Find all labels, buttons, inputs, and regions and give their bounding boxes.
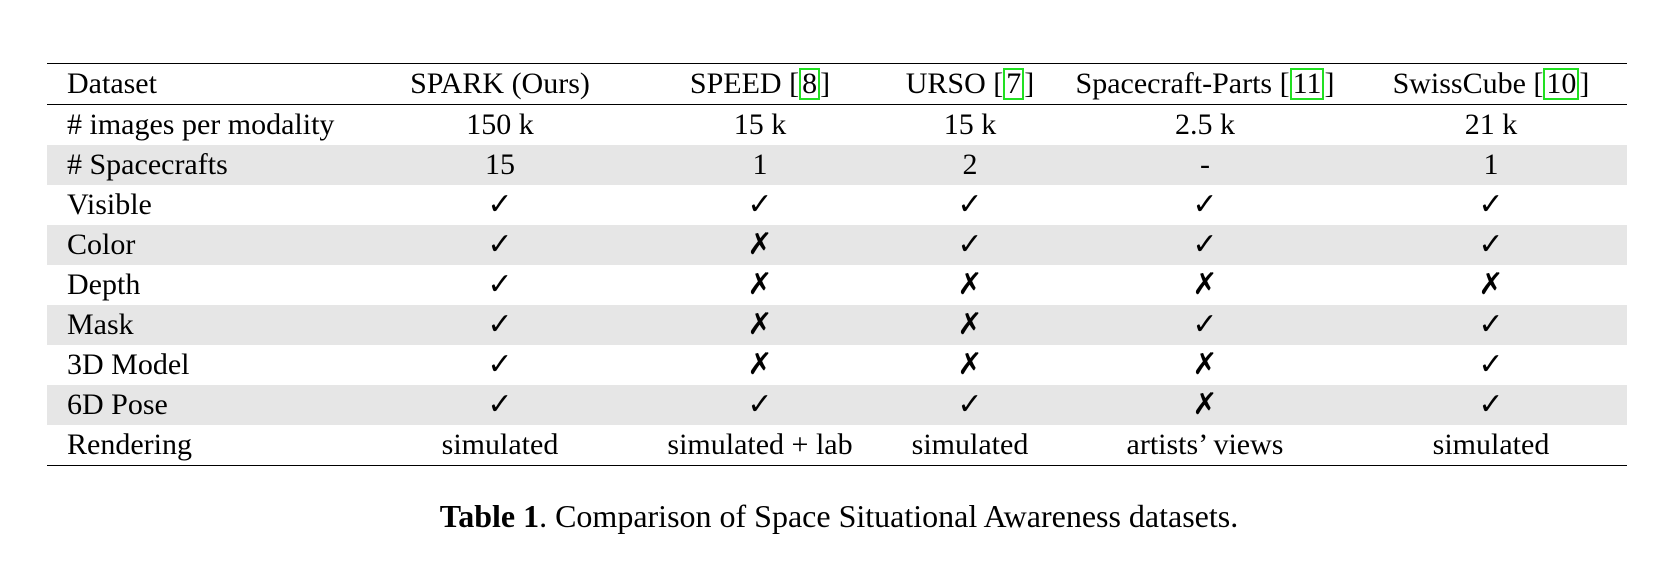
cross-mark-icon: ✗	[635, 225, 885, 265]
row-label: Depth	[67, 268, 141, 301]
column-header-text: SwissCube [	[1392, 67, 1544, 100]
check-mark-icon: ✓	[1192, 187, 1218, 222]
column-header-text: Dataset	[67, 67, 157, 100]
table-cell: 21 k	[1464, 108, 1518, 141]
cross-mark-icon: ✗	[885, 305, 1055, 345]
check-mark-icon: ✓	[747, 187, 773, 222]
table-cell: -	[1055, 145, 1355, 185]
table-cell: 15 k	[733, 108, 787, 141]
column-header: SPEED [8]	[635, 63, 885, 105]
column-header: Dataset	[47, 63, 365, 105]
cross-mark-icon: ✗	[957, 347, 983, 382]
table-body: # images per modality 150 k 15 k 15 k 2.5 k 2…	[47, 105, 1627, 466]
check-mark-icon: ✓	[635, 385, 885, 425]
cross-mark-icon: ✗	[1192, 267, 1218, 302]
column-header: URSO [7]	[885, 63, 1055, 105]
check-mark-icon: ✓	[1355, 385, 1627, 425]
check-mark-icon: ✓	[1478, 347, 1504, 382]
row-label: Mask	[47, 305, 365, 345]
row-label: 6D Pose	[47, 385, 365, 425]
cross-mark-icon: ✗	[747, 347, 773, 382]
cross-mark-icon: ✗	[1192, 347, 1218, 382]
check-mark-icon: ✓	[365, 385, 635, 425]
check-mark-icon: ✓	[1055, 305, 1355, 345]
cross-mark-icon: ✗	[747, 267, 773, 302]
table-caption: Table 1. Comparison of Space Situational…	[0, 498, 1678, 535]
row-label: # Spacecrafts	[47, 145, 365, 185]
table-row: Color ✓ ✗ ✓ ✓ ✓	[47, 225, 1627, 265]
cross-mark-icon: ✗	[1055, 385, 1355, 425]
citation-bracket: ]	[820, 67, 831, 100]
table-header-row: Dataset SPARK (Ours) SPEED [8] URSO [7] Spac…	[47, 63, 1627, 105]
cross-mark-icon: ✗	[957, 267, 983, 302]
column-header-text: SPARK (Ours)	[410, 67, 590, 100]
column-header-text: URSO [	[905, 67, 1004, 100]
column-header: Spacecraft-Parts [11]	[1055, 63, 1355, 105]
citation-bracket: ]	[1324, 67, 1335, 100]
table-row: Rendering simulated simulated + lab simulat…	[47, 425, 1627, 466]
table-row: Visible ✓ ✓ ✓ ✓ ✓	[47, 185, 1627, 225]
check-mark-icon: ✓	[885, 385, 1055, 425]
citation-link[interactable]: 11	[1289, 68, 1325, 100]
table-row: Mask ✓ ✗ ✗ ✓ ✓	[47, 305, 1627, 345]
check-mark-icon: ✓	[487, 267, 513, 302]
table-row: 6D Pose ✓ ✓ ✓ ✗ ✓	[47, 385, 1627, 425]
table-cell: simulated	[911, 428, 1029, 461]
table-cell: 15 k	[943, 108, 997, 141]
table-cell: 1	[635, 145, 885, 185]
citation-link[interactable]: 10	[1543, 68, 1580, 100]
check-mark-icon: ✓	[1478, 187, 1504, 222]
check-mark-icon: ✓	[1055, 225, 1355, 265]
caption-label: Table 1	[439, 498, 540, 534]
table-row: Depth ✓ ✗ ✗ ✗ ✗	[47, 265, 1627, 305]
column-header: SwissCube [10]	[1355, 63, 1627, 105]
table-row: # images per modality 150 k 15 k 15 k 2.5 k 2…	[47, 105, 1627, 146]
comparison-table: Dataset SPARK (Ours) SPEED [8] URSO [7] Spac…	[47, 63, 1627, 466]
citation-link[interactable]: 7	[1003, 68, 1025, 100]
table-cell: simulated + lab	[667, 428, 853, 461]
column-header-text: Spacecraft-Parts [	[1075, 67, 1290, 100]
row-label: Rendering	[67, 428, 192, 461]
table-cell: 2	[885, 145, 1055, 185]
citation-bracket: ]	[1024, 67, 1035, 100]
table-cell: 2.5 k	[1175, 108, 1235, 141]
check-mark-icon: ✓	[365, 305, 635, 345]
check-mark-icon: ✓	[365, 225, 635, 265]
row-label: Visible	[67, 188, 152, 221]
row-label: 3D Model	[67, 348, 190, 381]
table-cell: simulated	[441, 428, 559, 461]
check-mark-icon: ✓	[885, 225, 1055, 265]
check-mark-icon: ✓	[1355, 305, 1627, 345]
check-mark-icon: ✓	[957, 187, 983, 222]
column-header-text: SPEED [	[689, 67, 800, 100]
table-cell: simulated	[1432, 428, 1550, 461]
table-row: 3D Model ✓ ✗ ✗ ✗ ✓	[47, 345, 1627, 385]
table-cell: artists’ views	[1126, 428, 1284, 461]
table-cell: 150 k	[466, 108, 534, 141]
caption-text: . Comparison of Space Situational Awaren…	[539, 498, 1239, 534]
table-cell: 1	[1355, 145, 1627, 185]
citation-link[interactable]: 8	[799, 68, 821, 100]
cross-mark-icon: ✗	[635, 305, 885, 345]
check-mark-icon: ✓	[1355, 225, 1627, 265]
row-label: Color	[47, 225, 365, 265]
cross-mark-icon: ✗	[1478, 267, 1504, 302]
citation-bracket: ]	[1579, 67, 1590, 100]
table-cell: 15	[365, 145, 635, 185]
table-row: # Spacecrafts 15 1 2-1	[47, 145, 1627, 185]
column-header: SPARK (Ours)	[365, 63, 635, 105]
check-mark-icon: ✓	[487, 187, 513, 222]
row-label: # images per modality	[67, 108, 335, 141]
check-mark-icon: ✓	[487, 347, 513, 382]
